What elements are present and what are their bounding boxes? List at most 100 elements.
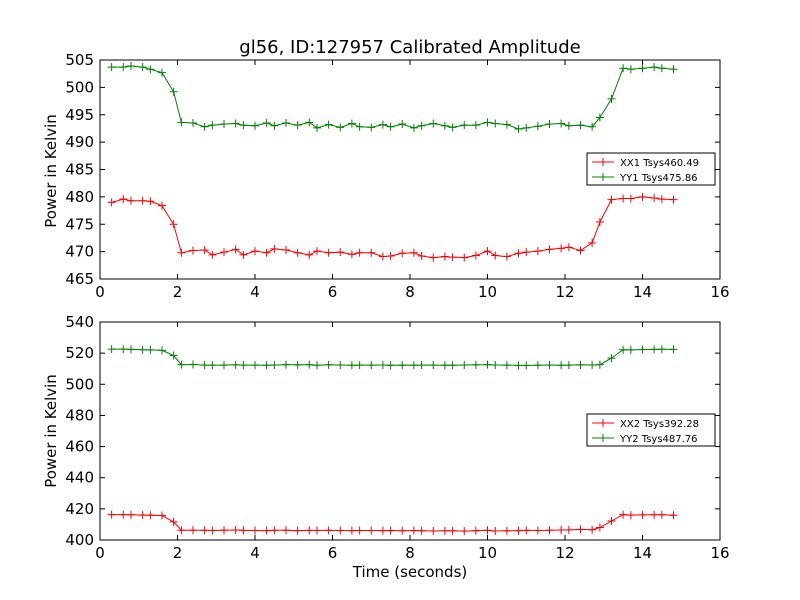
bottom-series-xx-point — [313, 526, 321, 535]
bottom-series-xx-point — [619, 510, 628, 519]
top-series-xx-point — [514, 249, 523, 258]
bottom-series-xx-point — [514, 526, 523, 535]
bottom-x-tick-label: 12 — [555, 544, 574, 562]
bottom-series-xx-point — [262, 526, 271, 535]
bottom-series-xx-point — [460, 527, 469, 536]
top-series-xx-point — [595, 218, 604, 227]
top-series-yy-point — [231, 119, 240, 128]
bottom-series-yy-point — [650, 345, 659, 354]
bottom-series-yy-point — [588, 360, 597, 369]
top-series-yy-point — [324, 120, 333, 129]
bottom-series-yy-point — [127, 345, 135, 354]
top-series-yy-point — [378, 120, 387, 129]
bottom-series-yy-point — [158, 346, 166, 355]
bottom-x-axis-label: Time (seconds) — [352, 563, 468, 581]
bottom-series-yy-point — [483, 360, 492, 369]
bottom-series-yy-point — [293, 360, 302, 369]
bottom-series-yy-point — [305, 360, 314, 369]
bottom-y-tick-label: 500 — [65, 375, 94, 393]
top-series-yy-point — [239, 121, 248, 130]
top-series-xx-point — [355, 248, 364, 257]
top-series-xx-point — [119, 195, 128, 204]
top-series-yy-point — [557, 119, 566, 128]
top-series-yy-point — [409, 123, 418, 132]
bottom-series-xx-point — [208, 526, 217, 535]
bottom-series-xx-point — [324, 526, 333, 535]
top-series-yy-point — [483, 118, 492, 127]
top-series-xx-point — [669, 195, 678, 204]
top-series-yy-point — [177, 118, 186, 127]
bottom-series-xx-point — [595, 523, 604, 532]
bottom-legend-yy-label: YY2 Tsys487.76 — [619, 434, 698, 445]
bottom-series-yy-point — [282, 360, 290, 369]
top-y-tick-label: 495 — [65, 106, 94, 124]
bottom-y-tick-label: 540 — [65, 313, 94, 331]
top-series-xx-point — [177, 248, 186, 257]
bottom-series-yy-point — [502, 361, 511, 370]
top-series-xx-point — [169, 220, 178, 229]
bottom-series-yy-point — [429, 361, 438, 370]
top-series-xx-point — [282, 245, 290, 254]
bottom-series-yy-point — [347, 361, 356, 370]
top-series-xx-point — [158, 201, 166, 210]
top-series-xx-point — [448, 253, 457, 262]
bottom-series-yy-point — [657, 345, 666, 354]
top-series-yy-point — [564, 121, 573, 130]
bottom-series-yy-point — [491, 360, 500, 369]
bottom-series-yy-point — [533, 361, 542, 370]
top-series-xx-point — [138, 196, 147, 205]
bottom-series-yy-point — [138, 345, 147, 354]
top-series-yy-point — [262, 118, 271, 127]
bottom-series-yy-point — [440, 361, 449, 370]
top-legend-box — [586, 152, 716, 186]
top-series-xx-point — [460, 253, 469, 262]
top-series-xx-point — [200, 245, 209, 254]
bottom-x-tick-label: 2 — [173, 544, 183, 562]
top-series-xx-point — [638, 192, 647, 201]
bottom-series-yy-point — [557, 361, 566, 370]
bottom-series-yy-point — [146, 345, 155, 354]
top-series-yy-point — [533, 122, 542, 131]
top-series-yy-point — [200, 122, 209, 131]
bottom-series-xx-point — [347, 526, 356, 535]
bottom-series-yy-point — [107, 345, 116, 354]
bottom-series-xx-point — [189, 526, 197, 535]
bottom-series-xx-point — [533, 526, 542, 535]
top-series-yy-point — [347, 119, 356, 128]
top-series-yy-point — [588, 122, 597, 131]
bottom-series-xx-point — [491, 526, 500, 535]
bottom-series-yy-point — [367, 361, 376, 370]
bottom-series-xx-point — [429, 526, 438, 535]
bottom-y-tick-label: 420 — [65, 500, 94, 518]
top-series-yy-point — [220, 120, 228, 129]
bottom-series-yy-point — [417, 360, 426, 369]
top-y-tick-label: 485 — [65, 161, 94, 179]
top-series-yy-point — [313, 123, 321, 132]
top-y-tick-label: 470 — [65, 243, 94, 261]
top-series-yy-point — [336, 123, 345, 132]
bottom-series-xx-point — [576, 525, 585, 534]
top-series-yy-point — [146, 65, 155, 74]
top-series-yy-point — [386, 122, 395, 131]
top-series-yy-point — [293, 121, 302, 130]
top-series-xx-point — [398, 249, 407, 258]
top-series-xx-point — [347, 250, 356, 259]
top-series-xx-point — [324, 248, 333, 257]
top-series-yy-point — [595, 113, 604, 122]
bottom-series-yy-point — [409, 361, 418, 370]
bottom-series-xx-point — [282, 526, 290, 535]
top-series-yy-point — [417, 121, 426, 130]
bottom-series-yy-point — [448, 361, 457, 370]
top-series-yy-point — [491, 119, 500, 128]
bottom-series-xx-point — [650, 510, 659, 519]
bottom-series-xx-point — [557, 526, 566, 535]
top-series-xx-point — [386, 252, 395, 261]
bottom-series-yy-point — [545, 360, 554, 369]
top-series-xx-point — [270, 244, 279, 253]
bottom-series-yy-point — [231, 360, 240, 369]
top-legend-yy-label: YY1 Tsys475.86 — [619, 173, 698, 184]
bottom-series-yy-point — [169, 351, 178, 360]
top-series-xx-point — [522, 248, 531, 257]
top-x-tick-label: 10 — [478, 283, 497, 301]
bottom-x-tick-label: 6 — [328, 544, 338, 562]
